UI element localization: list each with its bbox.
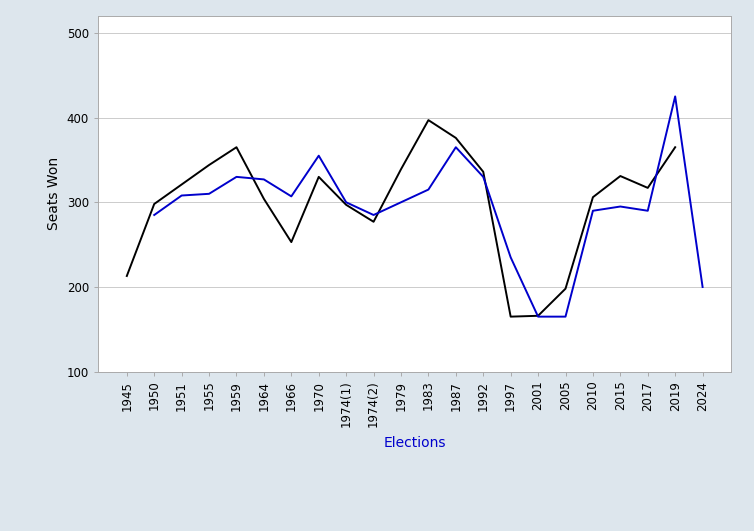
X-axis label: Elections: Elections (384, 436, 446, 450)
Y-axis label: Seats Won: Seats Won (48, 157, 61, 230)
